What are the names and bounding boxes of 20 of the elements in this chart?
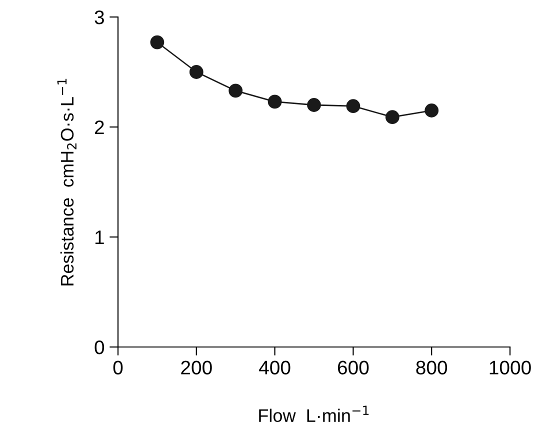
point: [424, 104, 439, 118]
y-tick-label: 3: [94, 10, 104, 24]
x-tick-label: 0: [113, 360, 123, 374]
y-axis-title: Resistance cmH$_{2}$O·s·L$^{−1}$: [57, 78, 76, 286]
x-tick-label: 400: [259, 360, 290, 374]
point: [346, 99, 360, 114]
point: [307, 98, 321, 112]
x-tick-label: 200: [181, 360, 212, 374]
point: [268, 94, 282, 109]
y-tick-label: 0: [94, 340, 104, 354]
y-tick-label: 2: [94, 120, 104, 134]
x-tick-label: 600: [338, 360, 369, 374]
y-tick-label: 1: [95, 230, 104, 244]
point: [228, 84, 243, 98]
x-tick-label: 1000: [490, 360, 531, 374]
point: [189, 65, 204, 79]
x-tick-label: 800: [416, 360, 448, 374]
point: [150, 35, 164, 50]
point: [385, 110, 400, 124]
x-axis-title: Flow L·min$^{−1}$: [259, 406, 369, 422]
